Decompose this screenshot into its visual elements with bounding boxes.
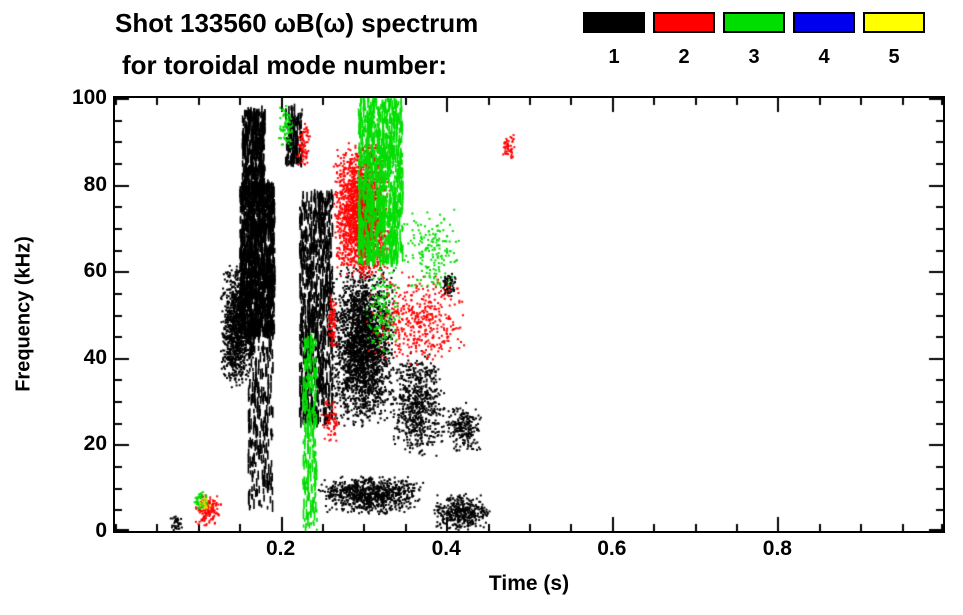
legend-swatch-mode-5: [863, 12, 925, 33]
y-axis-label: Frequency (kHz): [12, 236, 35, 392]
y-tick-label: 20: [83, 432, 107, 456]
legend-label-mode-4: 4: [818, 46, 830, 68]
x-tick-label: 0.6: [597, 537, 627, 560]
y-tick-label: 80: [83, 172, 107, 196]
legend-swatch-mode-2: [653, 12, 715, 33]
legend-swatch-mode-3: [723, 12, 785, 33]
legend-swatch-mode-4: [793, 12, 855, 33]
x-axis-label: Time (s): [488, 572, 570, 595]
x-tick-label: 0.8: [762, 537, 792, 560]
x-tick-label: 0.4: [431, 537, 461, 560]
y-tick-label: 0: [95, 519, 107, 542]
y-tick-label: 60: [83, 259, 107, 283]
legend-swatches: [583, 12, 925, 33]
spectrum-canvas: [115, 98, 943, 531]
legend-label-mode-5: 5: [888, 46, 900, 68]
legend-label-mode-3: 3: [748, 46, 760, 68]
y-tick-label: 100: [71, 86, 107, 109]
chart-title: Shot 133560 ωB(ω) spectrum: [115, 8, 479, 38]
chart-subtitle: for toroidal mode number:: [122, 50, 447, 80]
legend-label-mode-2: 2: [678, 46, 690, 68]
legend-label-mode-1: 1: [608, 46, 620, 68]
x-tick-label: 0.2: [265, 537, 296, 560]
plot-area: [113, 96, 945, 533]
y-tick-label: 40: [83, 345, 107, 369]
legend-labels: 1 2 3 4 5: [583, 46, 925, 69]
legend: 1 2 3 4 5: [583, 12, 925, 69]
legend-swatch-mode-1: [583, 12, 645, 33]
